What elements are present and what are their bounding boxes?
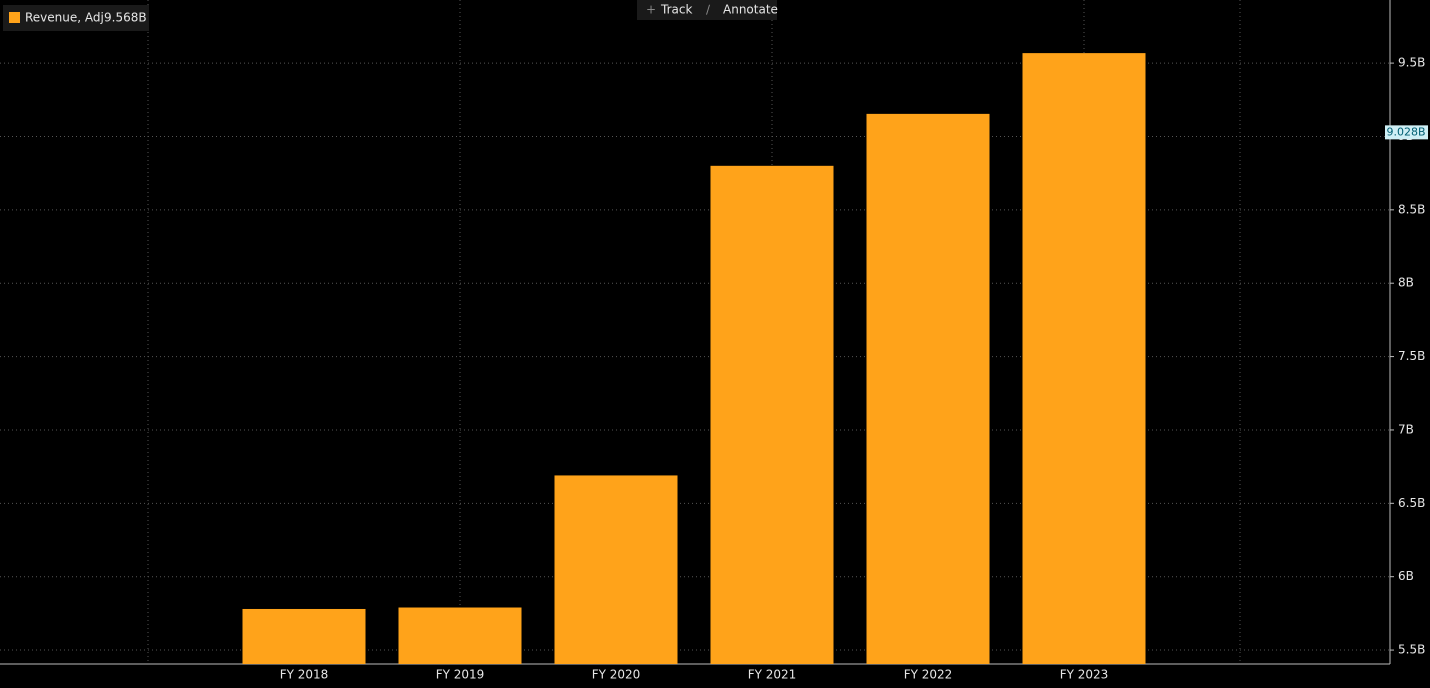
- y-tick-label: 8B: [1398, 276, 1414, 290]
- bar: [242, 608, 366, 664]
- axis-marker-label: 9.028B: [1386, 125, 1425, 138]
- bar: [398, 607, 522, 664]
- toolbar: + Track ∕ Annotate: [637, 0, 778, 20]
- track-icon: +: [646, 3, 656, 17]
- y-tick-label: 8.5B: [1398, 202, 1425, 216]
- y-tick-label: 9.5B: [1398, 56, 1425, 70]
- y-tick-label: 6B: [1398, 569, 1414, 583]
- y-tick-label: 7B: [1398, 422, 1414, 436]
- legend-label: Revenue, Adj: [25, 11, 104, 25]
- x-tick-label: FY 2023: [1060, 668, 1109, 682]
- annotate-icon: ∕: [706, 3, 711, 17]
- bar: [554, 475, 678, 664]
- axis-marker-bg: [1385, 125, 1428, 140]
- y-tick-label: 7.5B: [1398, 349, 1425, 363]
- legend: Revenue, Adj 9.568B: [3, 5, 149, 31]
- y-tick-label: 5.5B: [1398, 643, 1425, 657]
- x-tick-label: FY 2018: [280, 668, 329, 682]
- x-tick-label: FY 2021: [748, 668, 797, 682]
- legend-swatch: [9, 12, 20, 23]
- legend-bg: [3, 5, 149, 31]
- bar: [866, 113, 990, 665]
- bar: [1022, 53, 1146, 665]
- legend-value: 9.568B: [104, 11, 147, 25]
- x-tick-label: FY 2019: [436, 668, 485, 682]
- x-tick-label: FY 2022: [904, 668, 953, 682]
- annotate-button[interactable]: Annotate: [723, 3, 778, 17]
- bar: [710, 165, 834, 664]
- y-tick-label: 6.5B: [1398, 496, 1425, 510]
- x-tick-label: FY 2020: [592, 668, 641, 682]
- toolbar-bg: [637, 0, 777, 20]
- track-button[interactable]: Track: [660, 3, 692, 17]
